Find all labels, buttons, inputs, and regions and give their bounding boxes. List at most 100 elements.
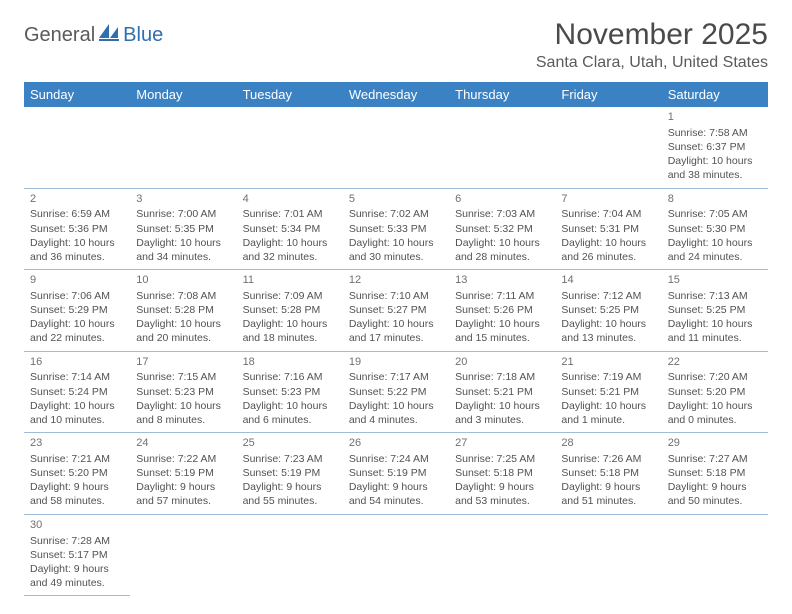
weekday-thursday: Thursday <box>449 82 555 107</box>
sunrise-text: Sunrise: 7:00 AM <box>136 207 230 221</box>
calendar-cell: 29Sunrise: 7:27 AMSunset: 5:18 PMDayligh… <box>662 433 768 515</box>
sunrise-text: Sunrise: 7:23 AM <box>243 452 337 466</box>
sunset-text: Sunset: 5:34 PM <box>243 222 337 236</box>
daylight-text: and 57 minutes. <box>136 494 230 508</box>
calendar-cell: 17Sunrise: 7:15 AMSunset: 5:23 PMDayligh… <box>130 351 236 433</box>
weekday-tuesday: Tuesday <box>237 82 343 107</box>
sunrise-text: Sunrise: 7:02 AM <box>349 207 443 221</box>
calendar-row: 9Sunrise: 7:06 AMSunset: 5:29 PMDaylight… <box>24 270 768 352</box>
sunset-text: Sunset: 5:25 PM <box>561 303 655 317</box>
day-number: 24 <box>136 436 230 451</box>
daylight-text: and 58 minutes. <box>30 494 124 508</box>
sunset-text: Sunset: 5:18 PM <box>455 466 549 480</box>
daylight-text: Daylight: 10 hours <box>668 399 762 413</box>
sunrise-text: Sunrise: 7:01 AM <box>243 207 337 221</box>
day-number: 10 <box>136 273 230 288</box>
calendar-cell: 23Sunrise: 7:21 AMSunset: 5:20 PMDayligh… <box>24 433 130 515</box>
sunset-text: Sunset: 5:19 PM <box>349 466 443 480</box>
daylight-text: and 51 minutes. <box>561 494 655 508</box>
sunrise-text: Sunrise: 7:08 AM <box>136 289 230 303</box>
sunset-text: Sunset: 5:21 PM <box>455 385 549 399</box>
sunset-text: Sunset: 5:18 PM <box>561 466 655 480</box>
daylight-text: Daylight: 10 hours <box>243 317 337 331</box>
daylight-text: and 11 minutes. <box>668 331 762 345</box>
daylight-text: Daylight: 10 hours <box>243 399 337 413</box>
calendar-row: 1Sunrise: 7:58 AMSunset: 6:37 PMDaylight… <box>24 107 768 188</box>
calendar-cell <box>555 514 661 596</box>
day-number: 1 <box>668 110 762 125</box>
daylight-text: Daylight: 10 hours <box>349 399 443 413</box>
day-number: 6 <box>455 192 549 207</box>
sunset-text: Sunset: 5:26 PM <box>455 303 549 317</box>
logo: General Blue <box>24 18 163 47</box>
daylight-text: and 20 minutes. <box>136 331 230 345</box>
daylight-text: Daylight: 10 hours <box>30 317 124 331</box>
calendar-cell: 14Sunrise: 7:12 AMSunset: 5:25 PMDayligh… <box>555 270 661 352</box>
daylight-text: Daylight: 10 hours <box>136 399 230 413</box>
calendar-cell: 3Sunrise: 7:00 AMSunset: 5:35 PMDaylight… <box>130 188 236 270</box>
day-number: 13 <box>455 273 549 288</box>
sunset-text: Sunset: 5:23 PM <box>136 385 230 399</box>
sunset-text: Sunset: 5:22 PM <box>349 385 443 399</box>
sunrise-text: Sunrise: 7:14 AM <box>30 370 124 384</box>
calendar-cell <box>555 107 661 188</box>
day-number: 12 <box>349 273 443 288</box>
daylight-text: and 32 minutes. <box>243 250 337 264</box>
daylight-text: and 8 minutes. <box>136 413 230 427</box>
day-number: 15 <box>668 273 762 288</box>
sunset-text: Sunset: 5:25 PM <box>668 303 762 317</box>
daylight-text: Daylight: 10 hours <box>455 399 549 413</box>
sunrise-text: Sunrise: 7:10 AM <box>349 289 443 303</box>
calendar-row: 23Sunrise: 7:21 AMSunset: 5:20 PMDayligh… <box>24 433 768 515</box>
day-number: 19 <box>349 355 443 370</box>
sunset-text: Sunset: 6:37 PM <box>668 140 762 154</box>
sunset-text: Sunset: 5:32 PM <box>455 222 549 236</box>
daylight-text: Daylight: 10 hours <box>349 236 443 250</box>
daylight-text: Daylight: 9 hours <box>349 480 443 494</box>
daylight-text: and 54 minutes. <box>349 494 443 508</box>
weekday-friday: Friday <box>555 82 661 107</box>
calendar-table: Sunday Monday Tuesday Wednesday Thursday… <box>24 82 768 596</box>
day-number: 2 <box>30 192 124 207</box>
sunrise-text: Sunrise: 7:13 AM <box>668 289 762 303</box>
day-number: 5 <box>349 192 443 207</box>
calendar-cell <box>449 107 555 188</box>
calendar-cell: 8Sunrise: 7:05 AMSunset: 5:30 PMDaylight… <box>662 188 768 270</box>
daylight-text: and 38 minutes. <box>668 168 762 182</box>
sunset-text: Sunset: 5:18 PM <box>668 466 762 480</box>
calendar-cell: 30Sunrise: 7:28 AMSunset: 5:17 PMDayligh… <box>24 514 130 596</box>
weekday-wednesday: Wednesday <box>343 82 449 107</box>
sunset-text: Sunset: 5:20 PM <box>30 466 124 480</box>
title-block: November 2025 Santa Clara, Utah, United … <box>536 18 768 72</box>
daylight-text: Daylight: 9 hours <box>30 480 124 494</box>
calendar-cell: 27Sunrise: 7:25 AMSunset: 5:18 PMDayligh… <box>449 433 555 515</box>
daylight-text: and 30 minutes. <box>349 250 443 264</box>
calendar-cell: 20Sunrise: 7:18 AMSunset: 5:21 PMDayligh… <box>449 351 555 433</box>
sunset-text: Sunset: 5:33 PM <box>349 222 443 236</box>
sunrise-text: Sunrise: 7:06 AM <box>30 289 124 303</box>
calendar-cell <box>130 107 236 188</box>
day-number: 27 <box>455 436 549 451</box>
calendar-cell <box>130 514 236 596</box>
calendar-cell: 26Sunrise: 7:24 AMSunset: 5:19 PMDayligh… <box>343 433 449 515</box>
sunrise-text: Sunrise: 7:22 AM <box>136 452 230 466</box>
day-number: 22 <box>668 355 762 370</box>
day-number: 30 <box>30 518 124 533</box>
daylight-text: and 50 minutes. <box>668 494 762 508</box>
sunrise-text: Sunrise: 7:03 AM <box>455 207 549 221</box>
calendar-cell: 25Sunrise: 7:23 AMSunset: 5:19 PMDayligh… <box>237 433 343 515</box>
day-number: 14 <box>561 273 655 288</box>
daylight-text: Daylight: 9 hours <box>455 480 549 494</box>
daylight-text: and 55 minutes. <box>243 494 337 508</box>
sunset-text: Sunset: 5:36 PM <box>30 222 124 236</box>
day-number: 20 <box>455 355 549 370</box>
daylight-text: Daylight: 9 hours <box>30 562 124 576</box>
daylight-text: Daylight: 10 hours <box>561 236 655 250</box>
sunrise-text: Sunrise: 7:28 AM <box>30 534 124 548</box>
daylight-text: and 1 minute. <box>561 413 655 427</box>
daylight-text: Daylight: 10 hours <box>30 236 124 250</box>
sunrise-text: Sunrise: 7:24 AM <box>349 452 443 466</box>
calendar-row: 30Sunrise: 7:28 AMSunset: 5:17 PMDayligh… <box>24 514 768 596</box>
calendar-cell: 22Sunrise: 7:20 AMSunset: 5:20 PMDayligh… <box>662 351 768 433</box>
day-number: 9 <box>30 273 124 288</box>
